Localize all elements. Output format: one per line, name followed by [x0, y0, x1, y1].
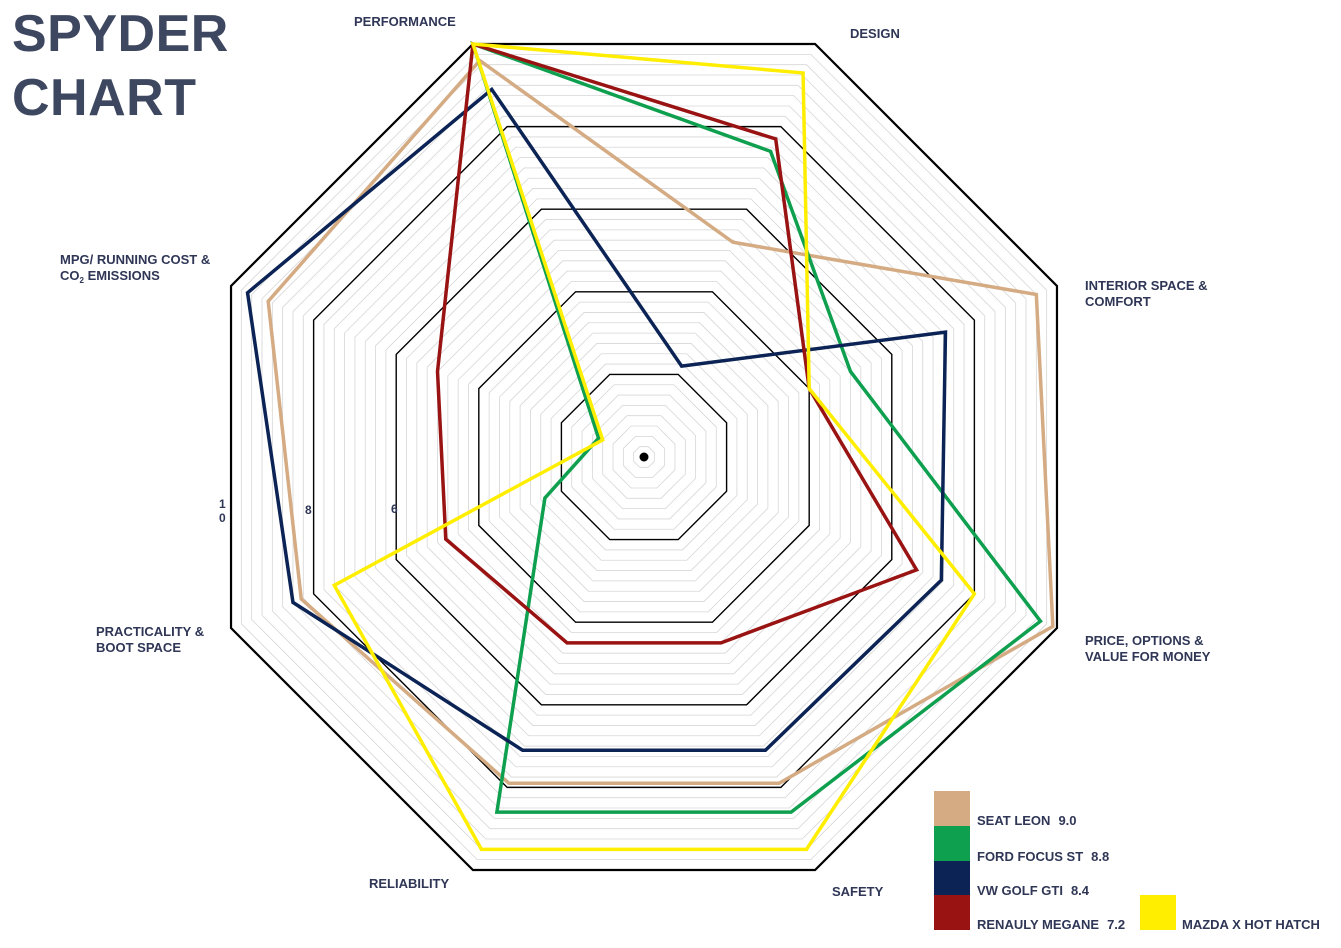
center-dot	[639, 452, 649, 462]
grid-ring-minor	[602, 415, 686, 499]
grid-ring-minor	[426, 239, 862, 675]
grid-ring-minor	[550, 363, 738, 551]
axis-label-practicality: PRACTICALITY & BOOT SPACE	[96, 624, 205, 655]
chart-title-line-1: SPYDER	[12, 5, 229, 63]
axis-label-reliability: RELIABILITY	[369, 876, 450, 891]
grid-ring-minor	[540, 353, 748, 561]
ring-label-10: 10	[219, 497, 226, 525]
legend-item-renault-megane: RENAULY MEGANE 7.2	[977, 917, 1125, 932]
grid-ring-minor	[271, 84, 1017, 830]
legend-swatch-vw-golf-gti	[934, 861, 970, 897]
grid-ring-minor	[509, 322, 779, 592]
legend-name: VW GOLF GTI	[977, 883, 1063, 898]
grid-ring-minor	[302, 115, 986, 799]
legend-item-ford-focus-st: FORD FOCUS ST 8.8	[977, 849, 1109, 864]
series-line-seat-leon	[266, 58, 1055, 785]
axis-label-mpg: MPG/ RUNNING COST & CO2 EMISSIONS	[60, 252, 211, 285]
grid-ring-minor	[292, 105, 996, 809]
grid-ring-minor	[240, 53, 1048, 861]
series-line-mazda-x-hot-hatch	[331, 42, 977, 852]
grid-ring-minor	[323, 136, 965, 778]
series-line-renauly-megane	[435, 41, 920, 645]
grid-ring-minor	[406, 219, 882, 695]
grid-ring-minor	[633, 446, 655, 468]
radar-series	[245, 41, 1055, 852]
grid-ring-minor	[591, 404, 697, 510]
grid-ring-minor	[530, 343, 758, 571]
legend-item-seat-leon: SEAT LEON 9.0	[977, 813, 1077, 828]
axis-label-performance: PERFORMANCE	[354, 14, 456, 29]
legend-score: 7.2	[1107, 917, 1126, 932]
legend-name: SEAT LEON	[977, 813, 1051, 828]
grid-ring-minor	[282, 95, 1006, 819]
grid-ring-major	[395, 208, 893, 706]
ring-label-8: 8	[305, 503, 312, 517]
legend-swatch-ford-focus-st	[934, 826, 970, 862]
legend-score: 9.0	[1058, 813, 1077, 828]
series-line-ford-focus-st	[470, 41, 1043, 814]
legend-item-mazda-x: MAZDA X HOT HATCH	[1182, 917, 1320, 932]
legend-name: MAZDA X HOT HATCH	[1182, 917, 1320, 932]
grid-ring-minor	[519, 332, 769, 582]
grid-ring-minor	[437, 250, 851, 664]
grid-ring-minor	[333, 146, 955, 768]
legend-swatch-mazda-x	[1140, 895, 1176, 930]
axis-label-safety: SAFETY	[832, 884, 884, 899]
grid-ring-minor	[622, 435, 666, 479]
grid-ring-minor	[416, 229, 872, 685]
grid-ring-minor	[571, 384, 717, 530]
axis-label-design: DESIGN	[850, 26, 900, 41]
ring-label-6: 6	[391, 502, 398, 516]
grid-ring-minor	[488, 301, 800, 613]
grid-ring-major	[560, 373, 728, 541]
grid-ring-minor	[499, 312, 789, 602]
grid-ring-major	[478, 291, 810, 623]
legend-score: 8.4	[1070, 883, 1090, 898]
axis-label-interior: INTERIOR SPACE & COMFORT	[1085, 278, 1208, 309]
grid-ring-minor	[385, 198, 903, 716]
legend-name: FORD FOCUS ST	[977, 849, 1084, 864]
grid-ring-minor	[261, 74, 1027, 840]
grid-ring-major	[229, 42, 1059, 872]
grid-ring-minor	[447, 260, 841, 654]
radar-grid	[229, 42, 1059, 872]
legend-item-vw-golf-gti: VW GOLF GTI 8.4	[977, 883, 1089, 898]
grid-ring-minor	[364, 177, 924, 737]
grid-ring-minor	[581, 394, 707, 520]
grid-ring-minor	[354, 167, 934, 747]
grid-ring-major	[312, 125, 976, 789]
grid-ring-minor	[344, 157, 944, 757]
legend-swatch-seat-leon	[934, 791, 970, 827]
legend-score: 8.8	[1091, 849, 1110, 864]
chart-title-line-2: CHART	[12, 69, 197, 127]
grid-ring-minor	[612, 425, 676, 489]
axis-label-price: PRICE, OPTIONS & VALUE FOR MONEY	[1085, 633, 1211, 664]
legend-name: RENAULY MEGANE	[977, 917, 1100, 932]
legend-swatch-renault-megane	[934, 895, 970, 930]
grid-ring-minor	[468, 281, 820, 633]
series-line-vw-golf-gti	[245, 86, 948, 752]
